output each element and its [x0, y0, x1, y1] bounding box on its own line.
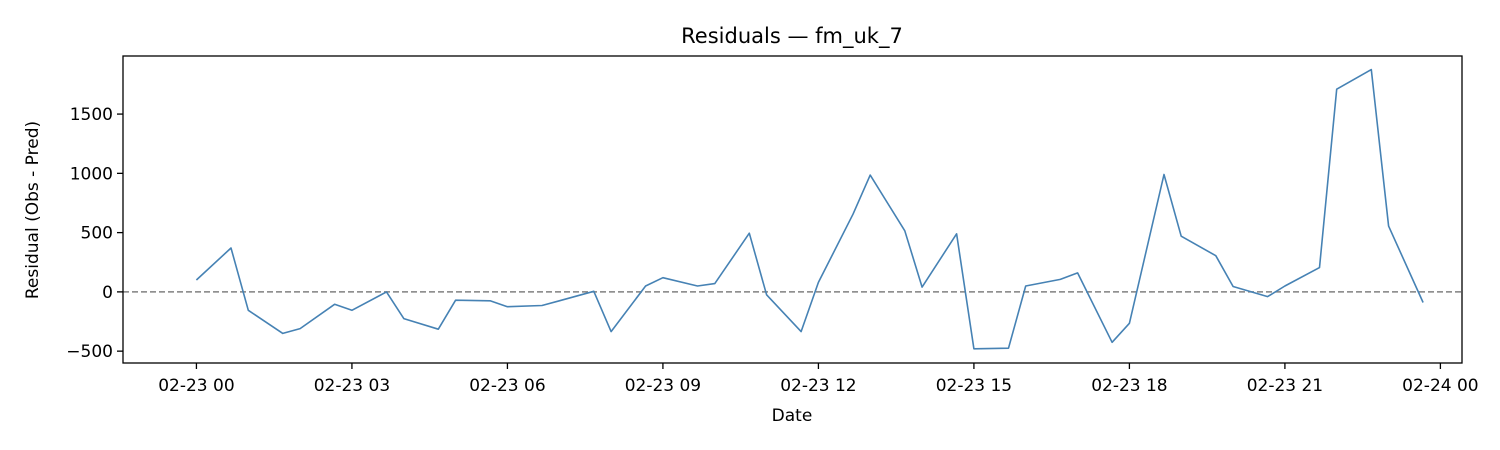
- x-axis-title: Date: [772, 406, 813, 426]
- x-tick-label: 02-23 12: [780, 376, 856, 396]
- y-tick-label: 1500: [70, 105, 113, 125]
- x-tick-label: 02-24 00: [1402, 376, 1478, 396]
- y-tick-label: 0: [102, 283, 113, 303]
- x-tick-label: 02-23 09: [625, 376, 701, 396]
- x-tick-label: 02-23 06: [469, 376, 545, 396]
- residual-series-line: [195, 68, 1424, 350]
- x-tick-label: 02-23 21: [1247, 376, 1323, 396]
- y-tick-label: −500: [66, 342, 113, 362]
- y-tick-label: 1000: [70, 164, 113, 184]
- x-tick-label: 02-23 03: [314, 376, 390, 396]
- x-tick-label: 02-23 15: [936, 376, 1012, 396]
- plot-area: 02-23 00 02-23 03 02-23 06 02-23 09 02-23 12…: [66, 55, 1479, 396]
- y-tick-label: 500: [81, 224, 113, 244]
- y-axis-title: Residual (Obs - Pred): [23, 121, 43, 299]
- plot-frame: [122, 55, 1463, 364]
- x-tick-label: 02-23 18: [1091, 376, 1167, 396]
- x-tick-label: 02-23 00: [158, 376, 234, 396]
- chart-title: Residuals — fm_uk_7: [681, 24, 903, 49]
